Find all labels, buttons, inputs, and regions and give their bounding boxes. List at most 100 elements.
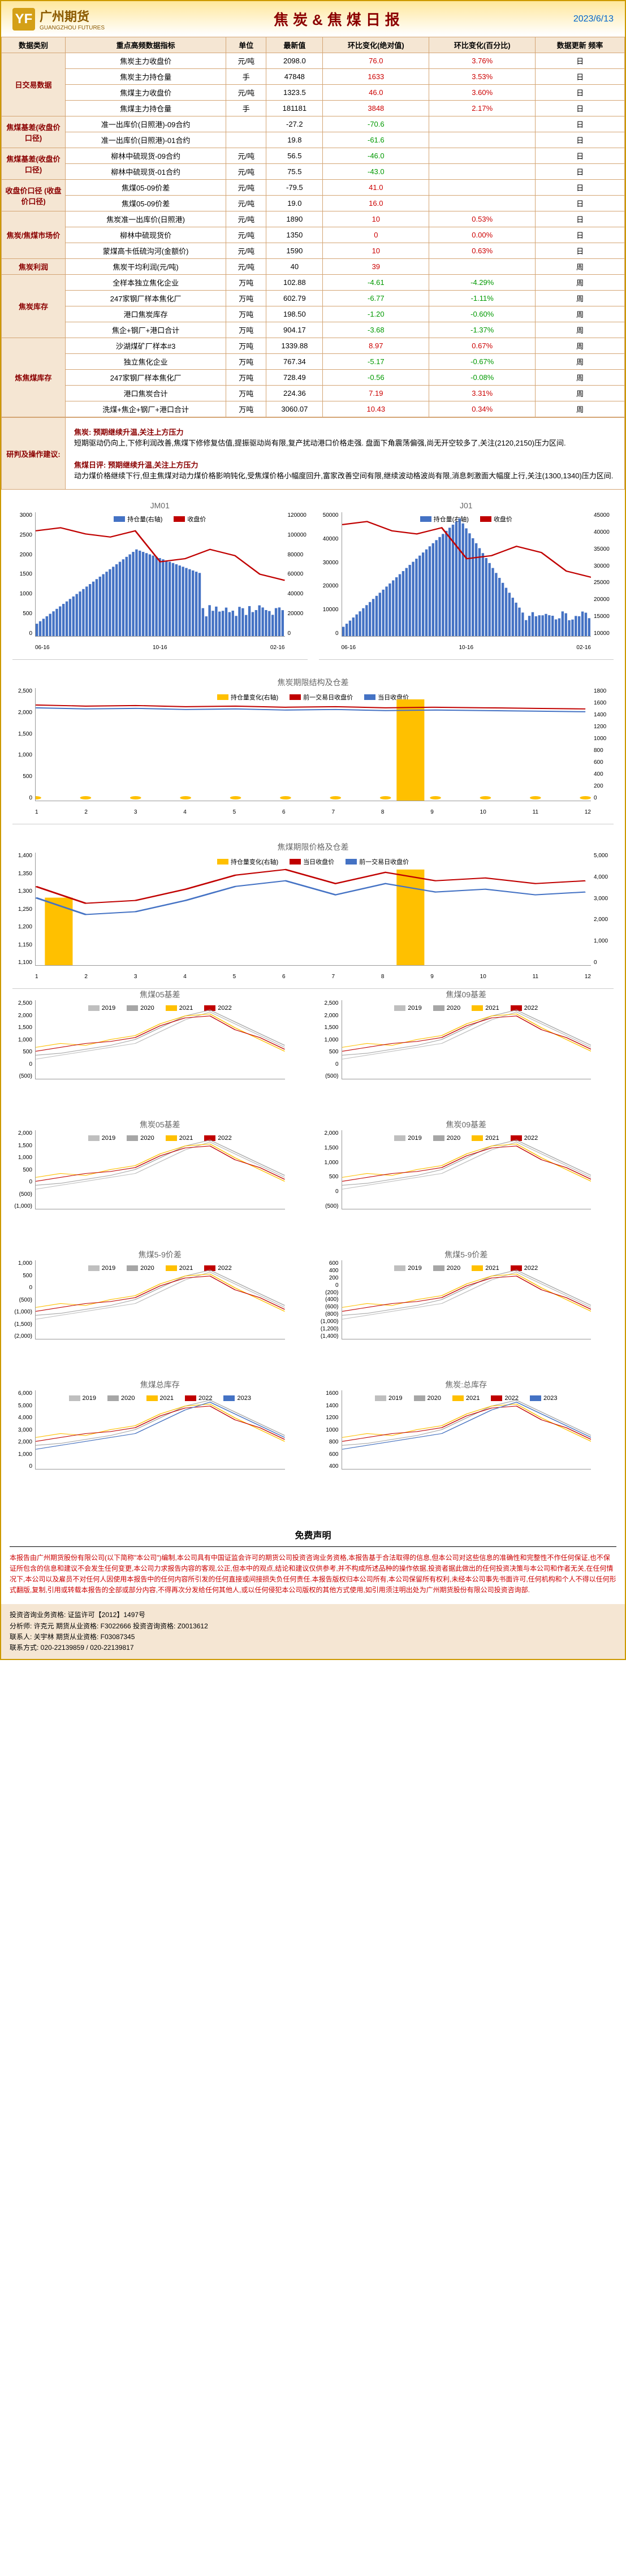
data-cell: 万吨 — [226, 386, 266, 401]
table-row: 柳林中硫现货价元/吨135000.00%日 — [2, 227, 625, 243]
data-cell — [429, 196, 536, 211]
data-cell: 独立焦化企业 — [66, 354, 226, 370]
table-header: 数据类别 — [2, 37, 66, 53]
data-cell: 904.17 — [266, 322, 323, 338]
data-cell: 日 — [536, 116, 625, 132]
data-cell: 准一出库价(日照港)-01合约 — [66, 132, 226, 148]
data-cell: -43.0 — [323, 164, 429, 180]
logo: YF 广州期货GUANGZHOU FUTURES — [12, 7, 105, 31]
data-cell: 767.34 — [266, 354, 323, 370]
table-row: 焦企+钢厂+港口合计万吨904.17-3.68-1.37%周 — [2, 322, 625, 338]
data-cell: 周 — [536, 275, 625, 291]
small-chart: 焦煤5-9价差6004002000(200)(400)(600)(800)(1,… — [319, 1249, 614, 1362]
data-cell: 焦煤05-09价差 — [66, 196, 226, 211]
data-cell: 1590 — [266, 243, 323, 259]
data-cell: 元/吨 — [226, 243, 266, 259]
data-cell: 日 — [536, 53, 625, 69]
small-chart: 焦煤5-9价差1,0005000(500)(1,000)(1,500)(2,00… — [12, 1249, 308, 1362]
data-cell: 日 — [536, 243, 625, 259]
data-cell: 198.50 — [266, 306, 323, 322]
data-cell: 元/吨 — [226, 53, 266, 69]
data-cell: 41.0 — [323, 180, 429, 196]
chart-title: 焦煤5-9价差 — [319, 1249, 614, 1260]
advice-cat: 研判及操作建议: — [2, 418, 66, 490]
data-cell: 万吨 — [226, 354, 266, 370]
data-cell: 沙湖煤矿厂样本#3 — [66, 338, 226, 354]
data-cell: 10 — [323, 243, 429, 259]
table-row: 收盘价口径 (收盘价口径)焦煤05-09价差元/吨-79.541.0日 — [2, 180, 625, 196]
chart-title: 焦炭09基差 — [319, 1119, 614, 1130]
advice-table: 研判及操作建议: 焦炭: 预期继续升温,关注上方压力 短期驱动仍向上,下修利润改… — [1, 417, 625, 490]
data-cell: -0.60% — [429, 306, 536, 322]
table-row: 蒙煤高卡低硫沟河(金额价)元/吨1590100.63%日 — [2, 243, 625, 259]
data-cell: 万吨 — [226, 291, 266, 306]
data-cell: 46.0 — [323, 85, 429, 101]
data-cell: 0.67% — [429, 338, 536, 354]
data-cell: 焦煤主力持仓量 — [66, 101, 226, 116]
data-cell: 3.76% — [429, 53, 536, 69]
data-cell: 日 — [536, 85, 625, 101]
data-cell: -1.20 — [323, 306, 429, 322]
data-cell: 3848 — [323, 101, 429, 116]
table-row: 焦炭库存全样本独立焦化企业万吨102.88-4.61-4.29%周 — [2, 275, 625, 291]
category-cell: 炼焦煤库存 — [2, 338, 66, 417]
data-cell: 1350 — [266, 227, 323, 243]
category-cell: 收盘价口径 (收盘价口径) — [2, 180, 66, 211]
data-cell — [226, 116, 266, 132]
jm-advice-body: 动力煤价格继续下行,但主焦煤对动力煤价格影响钝化,受焦煤价格小幅度回升,富家改善… — [74, 470, 616, 481]
chart-title: 焦炭期限结构及仓差 — [12, 677, 614, 688]
logo-icon: YF — [12, 8, 35, 31]
data-cell: 柳林中硫现货-01合约 — [66, 164, 226, 180]
data-cell: 元/吨 — [226, 196, 266, 211]
data-cell: 728.49 — [266, 370, 323, 386]
category-cell: 焦炭库存 — [2, 275, 66, 338]
small-chart: 焦炭:总库存1600140012001000800600400201920202… — [319, 1379, 614, 1492]
table-header: 单位 — [226, 37, 266, 53]
data-cell: 全样本独立焦化企业 — [66, 275, 226, 291]
small-chart: 焦煤09基差2,5002,0001,5001,0005000(500)20192… — [319, 989, 614, 1102]
data-cell: 周 — [536, 386, 625, 401]
jm-advice-title: 焦煤日评: 预期继续升温,关注上方压力 — [74, 459, 616, 470]
chart-jm01: JM01 300025002000150010005000 1200001000… — [12, 501, 308, 660]
table-row: 柳林中硫现货-01合约元/吨75.5-43.0日 — [2, 164, 625, 180]
small-chart: 焦煤05基差2,5002,0001,5001,0005000(500)20192… — [12, 989, 308, 1102]
data-cell: 手 — [226, 69, 266, 85]
data-cell: -0.08% — [429, 370, 536, 386]
data-cell: 元/吨 — [226, 227, 266, 243]
data-cell: 0.53% — [429, 211, 536, 227]
data-cell: 周 — [536, 306, 625, 322]
data-cell: 日 — [536, 227, 625, 243]
table-row: 焦炭主力持仓量手4784816333.53%日 — [2, 69, 625, 85]
category-cell: 焦煤基差(收盘价口径) — [2, 116, 66, 148]
footer: 投资咨询业务资格: 证监许可【2012】1497号 分析师: 许克元 期货从业资… — [1, 1604, 625, 1659]
data-cell: 日 — [536, 132, 625, 148]
data-cell: 港口焦炭合计 — [66, 386, 226, 401]
charts-section: JM01 300025002000150010005000 1200001000… — [1, 490, 625, 1520]
table-row: 港口焦炭库存万吨198.50-1.20-0.60%周 — [2, 306, 625, 322]
table-row: 焦炭利润焦炭干均利润(元/吨)元/吨4039周 — [2, 259, 625, 275]
data-cell: -4.61 — [323, 275, 429, 291]
data-cell: 焦炭干均利润(元/吨) — [66, 259, 226, 275]
chart-title: 焦炭05基差 — [12, 1119, 308, 1130]
data-cell: 2.17% — [429, 101, 536, 116]
data-cell: -1.11% — [429, 291, 536, 306]
data-cell: 10 — [323, 211, 429, 227]
table-row: 焦煤主力持仓量手18118138482.17%日 — [2, 101, 625, 116]
data-table: 数据类别重点高频数据指标单位最新值环比变化(绝对值)环比变化(百分比)数据更新 … — [1, 37, 625, 417]
data-cell: 万吨 — [226, 370, 266, 386]
chart-title: JM01 — [12, 501, 308, 510]
data-cell: 3.31% — [429, 386, 536, 401]
data-cell: 柳林中硫现货价 — [66, 227, 226, 243]
footer-line: 分析师: 许克元 期货从业资格: F3022666 投资咨询资格: Z00136… — [10, 1621, 616, 1632]
data-cell: -4.29% — [429, 275, 536, 291]
company-name: 广州期货 — [40, 10, 89, 24]
table-header: 重点高频数据指标 — [66, 37, 226, 53]
chart-title: 焦炭:总库存 — [319, 1379, 614, 1390]
data-cell: 19.0 — [266, 196, 323, 211]
data-cell: 万吨 — [226, 401, 266, 417]
table-row: 焦煤主力收盘价元/吨1323.546.03.60%日 — [2, 85, 625, 101]
table-row: 焦炭/焦煤市场价焦炭准一出库价(日照港)元/吨1890100.53%日 — [2, 211, 625, 227]
data-cell: 0 — [323, 227, 429, 243]
data-cell — [429, 148, 536, 164]
data-cell — [226, 132, 266, 148]
